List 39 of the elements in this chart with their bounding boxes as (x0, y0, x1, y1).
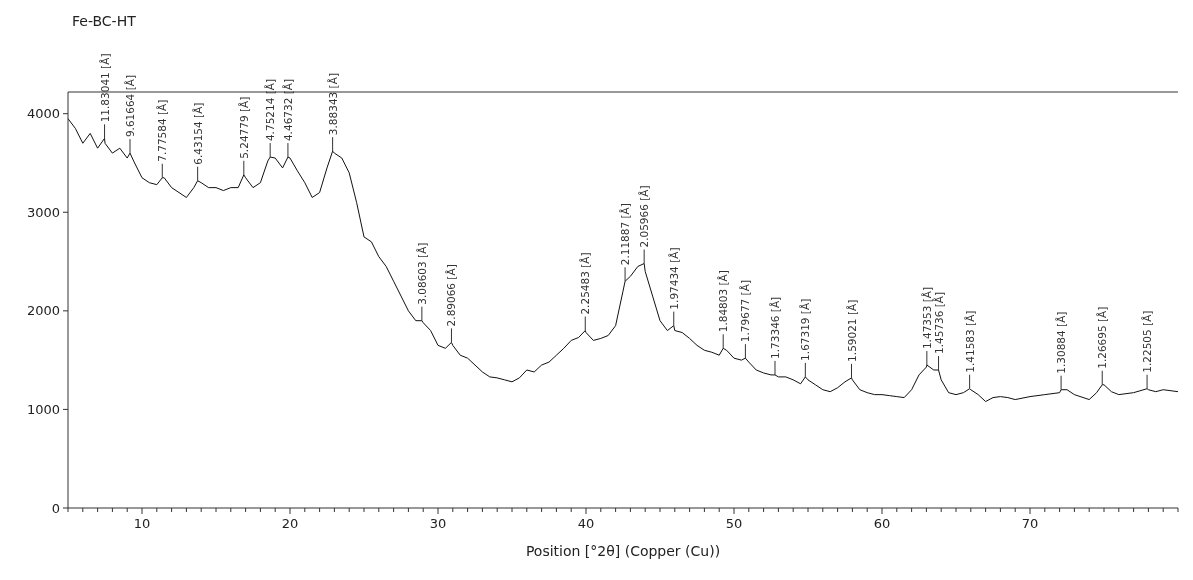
x-tick-label: 50 (725, 516, 743, 531)
annotation: 2.05966 [Å] (638, 185, 651, 248)
annotation: 1.26695 [Å] (1096, 306, 1109, 369)
annotation: 1.45736 [Å] (932, 291, 945, 354)
annotation: 1.22505 [Å] (1141, 310, 1154, 373)
x-tick-label: 40 (577, 516, 595, 531)
annotation: 11.83041 [Å] (98, 53, 111, 123)
x-tick-label: 30 (429, 516, 447, 531)
annotation: 5.24779 [Å] (237, 96, 250, 159)
annotation: 9.61664 [Å] (124, 74, 137, 138)
annotation: 2.11887 [Å] (619, 203, 632, 266)
annotation: 1.73346 [Å] (769, 296, 781, 359)
y-tick-label: 2000 (26, 303, 60, 319)
annotation: 1.84803 [Å] (717, 270, 730, 333)
y-tick-label: 3000 (26, 204, 60, 220)
annotation: 6.43154 [Å] (191, 102, 204, 165)
annotation: 3.08603 [Å] (415, 242, 428, 305)
annotation: 2.25483 [Å] (579, 252, 592, 315)
y-tick-label: 0 (51, 500, 60, 516)
y-tick-label: 4000 (26, 106, 60, 122)
annotation: 3.88343 [Å] (326, 73, 339, 136)
annotation: 1.41583 [Å] (963, 310, 976, 373)
annotation: 1.30884 [Å] (1055, 311, 1068, 374)
x-tick-label: 20 (281, 516, 299, 531)
annotation: 7.77584 [Å] (156, 99, 169, 162)
annotation: 1.97434 [Å] (667, 247, 680, 310)
annotation: 4.75214 [Å] (264, 78, 277, 142)
x-axis-title: Position [°2θ] (Copper (Cu)) (525, 543, 721, 559)
chart-title: Fe-BC-HT (72, 13, 137, 29)
annotation: 2.89066 [Å] (445, 264, 458, 327)
x-tick-label: 70 (1021, 516, 1039, 531)
annotation: 1.47353 [Å] (920, 286, 933, 350)
y-tick-label: 1000 (26, 401, 60, 417)
annotation: 1.79677 [Å] (739, 280, 752, 343)
x-tick-label: 10 (133, 516, 151, 531)
annotation: 1.59021 [Å] (845, 299, 858, 362)
x-tick-label: 60 (873, 516, 891, 531)
annotation: 4.46732 [Å] (281, 78, 294, 142)
annotation: 1.67319 [Å] (799, 298, 812, 361)
